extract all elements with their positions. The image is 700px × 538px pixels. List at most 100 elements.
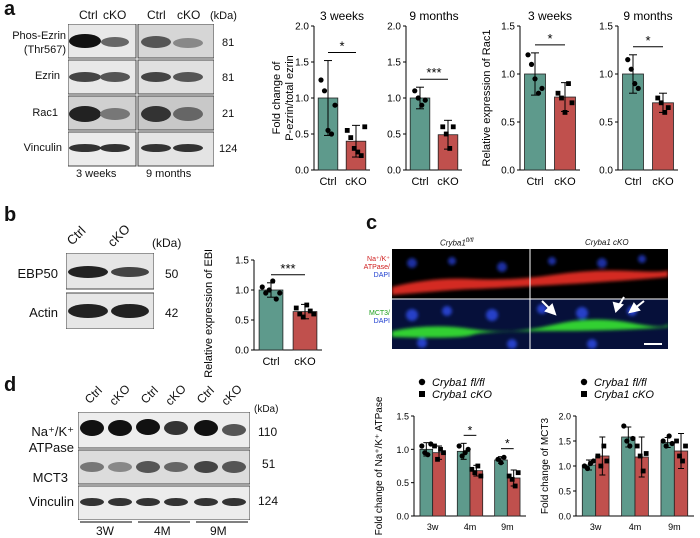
data-point (440, 124, 446, 130)
x-tick-label: 9m (501, 522, 514, 532)
data-point (425, 452, 431, 458)
y-tick-label: 0.5 (396, 478, 409, 488)
x-tick-label: 4m (629, 522, 642, 532)
x-tick-label: cKO (345, 176, 367, 188)
chart-d2: 0.0 0.5 1.0 1.5 2.0 Fold change of MCT3 3w 4m 9m… (540, 377, 694, 532)
sig-label: * (468, 423, 473, 437)
x-tick-label: 3w (590, 522, 602, 532)
lane-label: cKO (162, 381, 189, 409)
bar (494, 459, 508, 517)
lane-label: cKO (106, 381, 133, 409)
data-point (683, 443, 688, 449)
kda-value: 51 (262, 457, 276, 471)
y-tick-label: 1.5 (599, 22, 613, 33)
kda-unit: (kDa) (254, 404, 279, 415)
data-point (263, 290, 269, 296)
data-point (435, 456, 440, 462)
data-point (469, 466, 475, 472)
y-tick-label: 0.5 (295, 130, 309, 141)
data-point (307, 308, 313, 314)
data-point (595, 453, 601, 459)
panel-letter-c: c (366, 212, 378, 234)
lane-label: Ctrl (193, 383, 217, 407)
data-point (566, 81, 571, 86)
data-point (459, 453, 465, 459)
data-point (680, 458, 685, 464)
timepoint-brackets (80, 521, 248, 523)
timepoint-label: 4M (154, 524, 171, 538)
data-point (535, 90, 542, 96)
bar (456, 450, 471, 517)
data-point (509, 476, 515, 482)
data-point (432, 443, 437, 449)
data-point (674, 438, 679, 444)
row-label: Na⁺/K⁺ ATPase/ DAPI (363, 256, 390, 279)
y-tick-label: 1.5 (501, 22, 515, 33)
y-tick-label: 0.5 (558, 487, 571, 497)
data-point (532, 76, 538, 82)
timepoint-label: 9 months (146, 168, 192, 180)
data-point (662, 110, 668, 115)
lane-label: cKO (104, 221, 133, 250)
y-tick-label: 1.0 (396, 445, 409, 455)
y-tick-label: 1.0 (235, 286, 249, 297)
y-tick-label: 0.0 (558, 512, 571, 522)
blot-row-label: Rac1 (32, 107, 58, 119)
data-point (604, 458, 610, 464)
data-point (438, 446, 443, 452)
kda-value: 50 (165, 267, 179, 281)
data-point (472, 470, 478, 476)
y-tick-label: 0.5 (501, 118, 515, 129)
data-point (677, 453, 682, 459)
data-point (270, 278, 276, 284)
y-tick-label: 2.0 (558, 412, 571, 422)
kda-value: 21 (222, 108, 235, 120)
col-title: Cryba1 cKO (585, 238, 629, 247)
data-point (627, 443, 633, 449)
y-tick-label: 1.0 (501, 70, 515, 81)
y-tick-label: 1.0 (387, 94, 401, 105)
legend-label: Cryba1 fl/fl (432, 377, 485, 389)
data-point (358, 153, 364, 158)
legend-marker (581, 391, 587, 397)
blot-image-a (68, 24, 214, 167)
legend-label: Cryba1 cKO (594, 389, 654, 401)
data-point (559, 95, 564, 101)
col-title: Cryba1fl/fl (440, 238, 474, 248)
legend-label: Cryba1 fl/fl (594, 377, 647, 389)
bar (621, 436, 636, 517)
kda-value: 81 (222, 37, 235, 49)
lane-label: Ctrl (147, 8, 166, 22)
blot-row-label: Phos-Ezrin (12, 30, 66, 42)
data-point (637, 453, 643, 459)
kda-value: 124 (219, 143, 238, 155)
data-point (412, 88, 418, 94)
blot-row-label: Vinculin (23, 142, 62, 154)
data-point (632, 81, 638, 87)
timepoint-label: 3 weeks (76, 168, 117, 180)
data-point (666, 433, 672, 439)
y-axis-label: Fold change of Na⁺/K⁺ ATPase (374, 396, 385, 535)
blot-row-label: EBP50 (17, 266, 58, 281)
data-point (419, 102, 425, 108)
data-point (447, 146, 453, 151)
data-point (628, 66, 634, 72)
data-point (601, 443, 607, 449)
data-point (450, 124, 456, 130)
x-tick-label: Ctrl (262, 356, 279, 368)
y-tick-label: 1.5 (295, 58, 309, 69)
data-point (273, 296, 279, 302)
y-tick-label: 0.5 (599, 118, 613, 129)
y-axis-label: Fold change of (271, 61, 283, 135)
blot-row-label: MCT3 (32, 470, 68, 485)
data-point (495, 456, 501, 462)
data-point (643, 451, 649, 456)
data-point (630, 435, 636, 442)
data-point (325, 127, 331, 133)
chart-title: 9 months (409, 9, 458, 23)
data-point (348, 135, 354, 140)
lane-label: Ctrl (81, 383, 105, 407)
bar (258, 289, 284, 351)
data-point (598, 463, 604, 469)
y-tick-label: 2.0 (387, 22, 401, 33)
